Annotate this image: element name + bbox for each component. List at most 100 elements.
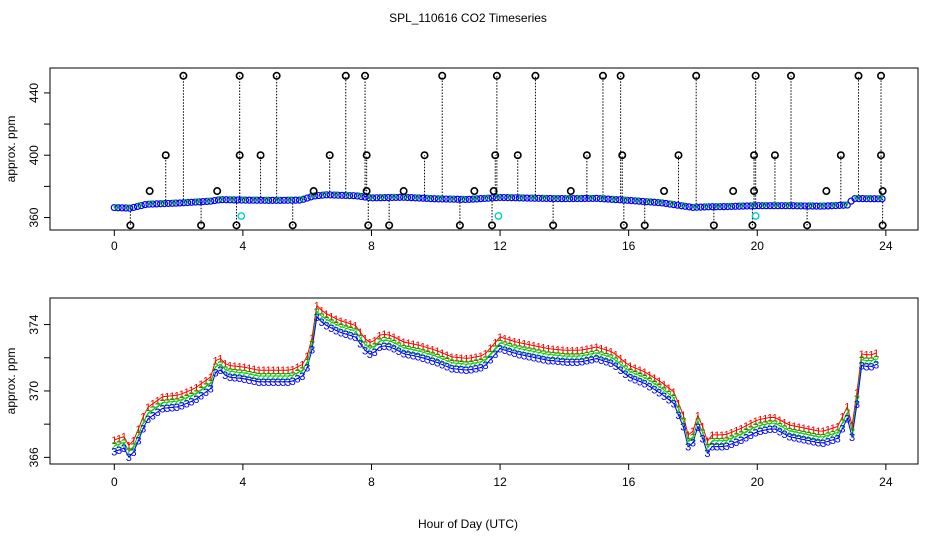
top-series-point [346, 191, 354, 200]
top-series-point [766, 202, 774, 210]
top-spike-marker [877, 151, 886, 160]
bottom-series-marker-3: 3 [275, 377, 281, 389]
bottom-series-marker-1: 1 [328, 311, 334, 323]
bottom-series-marker-3: 3 [468, 365, 474, 377]
bottom-series-marker-2: 2 [454, 358, 460, 370]
bottom-series-marker-1: 1 [777, 415, 783, 427]
bottom-series-marker-3: 3 [637, 376, 643, 388]
bottom-series-marker-1: 1 [309, 333, 315, 345]
top-series-point [866, 195, 875, 203]
top-series-point [388, 193, 396, 202]
bottom-series-marker-2: 2 [782, 423, 788, 435]
bottom-series-marker-3: 3 [661, 391, 667, 403]
top-series-point [835, 201, 844, 210]
top-series-point [137, 201, 145, 210]
bottom-series-marker-3: 3 [376, 342, 382, 354]
bottom-series-marker-3: 3 [743, 432, 749, 444]
bottom-series-marker-3: 3 [526, 351, 532, 363]
bottom-series-marker-2: 2 [685, 436, 691, 448]
bottom-series-marker-2: 2 [145, 408, 151, 420]
bottom-series-marker-3: 3 [854, 399, 860, 411]
bottom-series-marker-3: 3 [791, 433, 797, 445]
bottom-x-tick-label: 0 [111, 475, 118, 489]
top-spike-lines [129, 75, 884, 226]
bottom-series-marker-2: 2 [126, 446, 132, 458]
bottom-series-marker-3: 3 [516, 349, 522, 361]
top-series-point [523, 194, 531, 202]
top-spike-marker [455, 221, 464, 230]
bottom-series-marker-3: 3 [598, 355, 604, 367]
bottom-series-marker-3: 3 [352, 332, 358, 344]
bottom-series-marker-2: 2 [299, 365, 305, 377]
top-series-point-alt [194, 198, 200, 204]
top-series-point [118, 204, 126, 212]
bottom-series-marker-3: 3 [372, 347, 378, 359]
top-series-point-alt [287, 196, 293, 202]
bottom-series-marker-3: 3 [333, 325, 339, 337]
top-series-point-alt [645, 198, 652, 204]
top-series-point [261, 196, 269, 204]
bottom-series-marker-3: 3 [738, 435, 744, 447]
top-series-point [484, 194, 493, 202]
bottom-series-marker-2: 2 [193, 388, 199, 400]
top-spike-marker [438, 71, 447, 80]
bottom-series-marker-2: 2 [550, 350, 556, 362]
bottom-series-marker-2: 2 [526, 345, 532, 357]
top-series-point [172, 199, 180, 207]
bottom-series-marker-2: 2 [627, 367, 633, 379]
top-spike-marker [362, 187, 371, 196]
top-series-point [407, 194, 415, 202]
top-series-point [311, 192, 319, 200]
top-y-axis: 360 400 440 [27, 83, 50, 228]
bottom-series-marker-2: 2 [256, 371, 262, 383]
top-series-point-alt [182, 198, 189, 205]
bottom-series-marker-1: 1 [859, 349, 865, 361]
bottom-series-marker-3: 3 [671, 398, 677, 410]
bottom-series-marker-2: 2 [796, 428, 802, 440]
bottom-series-marker-3: 3 [560, 357, 566, 369]
bottom-series-marker-1: 1 [468, 353, 474, 365]
bottom-series-marker-3: 3 [806, 436, 812, 448]
bottom-series-marker-3: 3 [622, 369, 628, 381]
bottom-series-marker-1: 1 [222, 359, 228, 371]
bottom-series-marker-3: 3 [709, 442, 715, 454]
bottom-series-marker-3: 3 [111, 447, 117, 459]
bottom-series-marker-1: 1 [319, 305, 325, 317]
bottom-y-axis: 366 370 374 [27, 314, 50, 467]
bottom-series-marker-2: 2 [801, 429, 807, 441]
bottom-series-marker-3: 3 [540, 354, 546, 366]
top-x-axis: 0 4 8 12 16 20 24 [111, 230, 893, 253]
bottom-series-marker-1: 1 [454, 352, 460, 364]
bottom-series-marker-2: 2 [458, 359, 464, 371]
top-series-point [253, 196, 261, 204]
top-series-point [326, 191, 334, 199]
bottom-series-marker-3: 3 [478, 363, 484, 375]
bottom-series-marker-3: 3 [632, 375, 638, 387]
top-series-point [430, 195, 439, 203]
top-series-point [303, 194, 311, 202]
top-spike-marker [399, 187, 408, 196]
bottom-series-marker-1: 1 [613, 350, 619, 362]
top-series-point-alt [726, 202, 733, 209]
bottom-series-marker-3: 3 [839, 423, 845, 435]
top-series-point [353, 192, 361, 200]
bottom-series-marker-3: 3 [589, 355, 595, 367]
bottom-series-marker-2: 2 [381, 335, 387, 347]
bottom-series-marker-1: 1 [145, 402, 151, 414]
top-series-point [442, 195, 450, 203]
top-series-point-alt [368, 194, 374, 200]
top-series-point [531, 194, 539, 202]
bottom-series-marker-1: 1 [439, 348, 445, 360]
top-series-point [434, 195, 442, 203]
bottom-series-marker-2: 2 [700, 427, 706, 439]
bottom-series-marker-1: 1 [159, 392, 165, 404]
top-spike-marker [385, 221, 394, 230]
bottom-series-marker-3: 3 [777, 427, 783, 439]
top-spike-marker [492, 71, 501, 80]
bottom-series-marker-3: 3 [391, 344, 397, 356]
top-spike-marker [598, 71, 607, 80]
bottom-series-marker-3: 3 [251, 376, 257, 388]
top-series-point-alt [136, 202, 143, 208]
top-series-point-alt [298, 196, 305, 202]
bottom-series-marker-2: 2 [266, 371, 272, 383]
